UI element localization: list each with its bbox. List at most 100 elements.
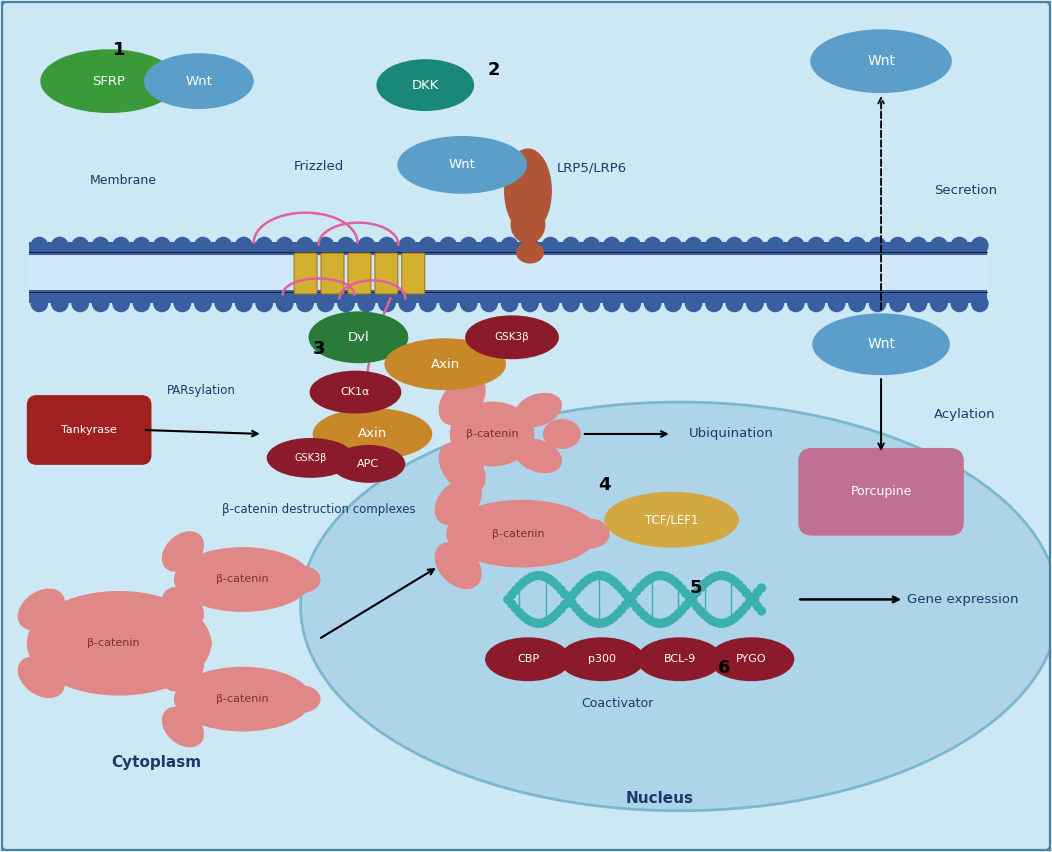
Ellipse shape [40, 49, 178, 113]
FancyBboxPatch shape [402, 253, 425, 294]
Circle shape [674, 610, 682, 618]
Text: Nucleus: Nucleus [626, 792, 693, 806]
Ellipse shape [281, 566, 321, 594]
Circle shape [931, 296, 947, 312]
Text: Dvl: Dvl [347, 331, 369, 344]
Circle shape [613, 581, 622, 590]
Circle shape [572, 604, 580, 612]
Ellipse shape [449, 401, 534, 466]
Ellipse shape [162, 706, 204, 747]
Circle shape [538, 619, 546, 627]
Circle shape [481, 296, 498, 312]
Circle shape [808, 296, 825, 312]
Circle shape [502, 296, 518, 312]
Circle shape [641, 579, 648, 587]
Text: Wnt: Wnt [867, 337, 895, 351]
Circle shape [256, 296, 272, 312]
Ellipse shape [446, 500, 598, 567]
Circle shape [645, 296, 661, 312]
Circle shape [849, 238, 866, 254]
Circle shape [660, 572, 667, 579]
Circle shape [705, 614, 712, 622]
Circle shape [587, 617, 595, 625]
Text: PYGO: PYGO [736, 654, 767, 665]
Circle shape [629, 599, 636, 607]
Circle shape [910, 296, 927, 312]
Circle shape [715, 572, 724, 579]
Circle shape [134, 238, 149, 254]
Circle shape [931, 238, 947, 254]
Circle shape [829, 238, 845, 254]
Text: SFRP: SFRP [93, 75, 125, 88]
Circle shape [686, 594, 693, 602]
Circle shape [951, 238, 968, 254]
Circle shape [663, 618, 671, 626]
Circle shape [580, 612, 588, 620]
Circle shape [665, 296, 682, 312]
Circle shape [52, 296, 68, 312]
Ellipse shape [559, 637, 645, 681]
Circle shape [618, 606, 626, 613]
Circle shape [727, 616, 735, 625]
Circle shape [606, 616, 614, 624]
Circle shape [708, 617, 716, 625]
Ellipse shape [384, 338, 506, 390]
Circle shape [734, 580, 743, 589]
Circle shape [591, 573, 599, 580]
Circle shape [746, 597, 754, 606]
Ellipse shape [26, 591, 211, 695]
Text: CK1α: CK1α [341, 387, 370, 397]
Text: p300: p300 [588, 654, 615, 665]
FancyBboxPatch shape [321, 253, 344, 294]
Circle shape [972, 296, 988, 312]
Circle shape [655, 619, 663, 627]
Ellipse shape [301, 402, 1052, 811]
Text: BCL-9: BCL-9 [664, 654, 695, 665]
Circle shape [561, 590, 569, 598]
Circle shape [511, 605, 520, 613]
Circle shape [504, 596, 512, 603]
Ellipse shape [281, 685, 321, 713]
Circle shape [651, 573, 660, 580]
Circle shape [648, 617, 655, 625]
Circle shape [583, 238, 600, 254]
Circle shape [622, 602, 629, 609]
Circle shape [553, 609, 561, 617]
Circle shape [277, 238, 292, 254]
Ellipse shape [604, 492, 739, 548]
Ellipse shape [485, 637, 571, 681]
Circle shape [565, 596, 572, 604]
Circle shape [338, 238, 355, 254]
Circle shape [705, 577, 712, 584]
Ellipse shape [144, 53, 254, 109]
Ellipse shape [162, 587, 204, 628]
Circle shape [511, 586, 520, 595]
Circle shape [461, 296, 477, 312]
Ellipse shape [514, 393, 562, 428]
Circle shape [297, 238, 313, 254]
Circle shape [618, 585, 626, 593]
Ellipse shape [708, 637, 794, 681]
Circle shape [549, 579, 558, 586]
Circle shape [527, 573, 534, 581]
Ellipse shape [398, 136, 527, 193]
Circle shape [712, 573, 720, 580]
Circle shape [504, 596, 512, 603]
FancyBboxPatch shape [798, 448, 964, 536]
Circle shape [534, 572, 542, 579]
Circle shape [565, 595, 572, 603]
Circle shape [682, 602, 690, 609]
Circle shape [534, 619, 542, 627]
Circle shape [636, 583, 645, 591]
Circle shape [318, 238, 333, 254]
Circle shape [195, 238, 211, 254]
Text: CBP: CBP [517, 654, 539, 665]
Text: 4: 4 [598, 475, 610, 494]
Circle shape [706, 238, 722, 254]
Text: GSK3β: GSK3β [295, 453, 327, 463]
Circle shape [113, 296, 129, 312]
Ellipse shape [570, 519, 610, 549]
Circle shape [440, 296, 457, 312]
Circle shape [481, 238, 498, 254]
Ellipse shape [439, 375, 486, 425]
